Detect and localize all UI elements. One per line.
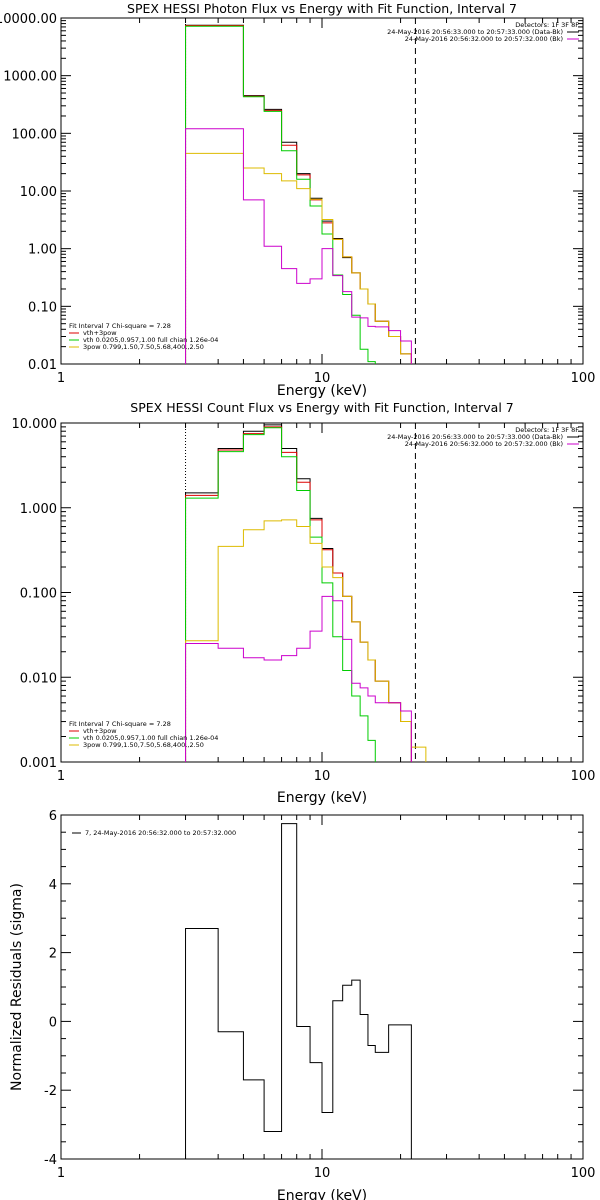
- series-vth-step-line: [185, 25, 376, 364]
- x-tick-label: 10: [314, 769, 331, 784]
- y-tick-label: 0.10: [28, 300, 57, 315]
- y-tick-label: 4: [49, 878, 57, 893]
- legend-fit-header: Fit Interval 7 Chi-square = 7.28: [69, 720, 171, 728]
- x-tick-label: 1: [57, 1166, 65, 1181]
- chart-title: SPEX HESSI Count Flux vs Energy with Fit…: [130, 400, 513, 415]
- plot-area: [185, 18, 440, 364]
- x-tick-label: 1: [57, 371, 65, 386]
- plot-frame: [60, 17, 584, 365]
- y-tick-label: 10000.00: [0, 12, 57, 27]
- series-3pow-step-line: [185, 519, 440, 762]
- legend-fit-label: vth+3pow: [83, 329, 117, 337]
- y-tick-label: 10.000: [12, 417, 58, 432]
- count-flux-panel: SPEX HESSI Count Flux vs Energy with Fit…: [12, 400, 596, 806]
- x-tick-label: 10: [314, 371, 331, 386]
- legend-fit-label: 3pow 0.799,1.50,7.50,5.68,400.,2.50: [83, 343, 204, 351]
- legend-fit-header: Fit Interval 7 Chi-square = 7.28: [69, 322, 171, 330]
- series-vth-3pow-step-line: [185, 25, 412, 364]
- series-data-bk-step-line: [185, 424, 412, 762]
- plot-area: [185, 823, 412, 1159]
- y-tick-label: 100.00: [12, 127, 58, 142]
- y-tick-label: 1.00: [28, 243, 57, 258]
- legend-fit-label: vth 0.0205,0.957,1.00 full chian 1.26e-0…: [83, 336, 218, 344]
- series-vth-3pow-step-line: [185, 426, 412, 762]
- y-tick-label: 0.010: [20, 671, 57, 686]
- x-tick-label: 100: [571, 1166, 596, 1181]
- y-tick-label: 0.100: [20, 587, 57, 602]
- chart-title: SPEX HESSI Photon Flux vs Energy with Fi…: [127, 1, 517, 16]
- y-axis-label: Normalized Residuals (sigma): [9, 883, 25, 1091]
- series-bk-step-line: [185, 128, 427, 364]
- x-tick-label: 1: [57, 769, 65, 784]
- legend-entry-label: 24-May-2016 20:56:33.000 to 20:57:33.000…: [387, 433, 563, 441]
- y-tick-label: 2: [49, 947, 57, 962]
- y-tick-label: 0: [49, 1015, 57, 1030]
- photon-flux-panel: SPEX HESSI Photon Flux vs Energy with Fi…: [0, 1, 595, 399]
- y-tick-label: 0.01: [28, 358, 57, 373]
- legend-fit-label: vth+3pow: [83, 727, 117, 735]
- plot-area: [185, 423, 440, 762]
- x-axis-label: Energy (keV): [277, 383, 367, 399]
- legend-fit-label: 3pow 0.799,1.50,7.50,5.68,400.,2.50: [83, 741, 204, 749]
- legend-detectors: Detectors: 1F 3F 8F: [515, 21, 579, 29]
- residuals-panel: 1 10 100 6 4 2 0 -2 -4 Energy (keV) Normalized Res…: [9, 809, 595, 1200]
- legend-entry-label: 24-May-2016 20:56:33.000 to 20:57:33.000…: [387, 28, 563, 36]
- legend-fit-label: vth 0.0205,0.957,1.00 full chian 1.26e-0…: [83, 734, 218, 742]
- x-tick-label: 100: [571, 769, 596, 784]
- y-tick-label: 1000.00: [3, 70, 57, 85]
- y-tick-label: -2: [44, 1084, 57, 1099]
- series-vth-step-line: [185, 427, 376, 762]
- legend-residual-label: 7, 24-May-2016 20:56:32.000 to 20:57:32.…: [85, 829, 236, 837]
- x-axis-label: Energy (keV): [277, 1188, 367, 1200]
- legend-detectors: Detectors: 1F 3F 8F: [515, 426, 579, 434]
- legend-entry-label: 24-May-2016 20:56:32.000 to 20:57:32.000…: [405, 440, 563, 448]
- series-3pow-step-line: [185, 152, 440, 364]
- x-tick-label: 10: [314, 1166, 331, 1181]
- x-axis-label: Energy (keV): [277, 790, 367, 806]
- x-tick-label: 100: [571, 371, 596, 386]
- series-bk-step-line: [185, 595, 427, 762]
- y-tick-label: 10.00: [20, 185, 57, 200]
- series-residual-step-line: [185, 823, 412, 1159]
- plot-frame: [60, 422, 584, 763]
- y-tick-label: 0.001: [20, 756, 57, 771]
- series-data-bk-step-line: [185, 24, 412, 364]
- y-tick-label: -4: [44, 1153, 57, 1168]
- y-tick-label: 1.000: [20, 502, 57, 517]
- y-tick-label: 6: [49, 809, 57, 824]
- legend-entry-label: 24-May-2016 20:56:32.000 to 20:57:32.000…: [405, 35, 563, 43]
